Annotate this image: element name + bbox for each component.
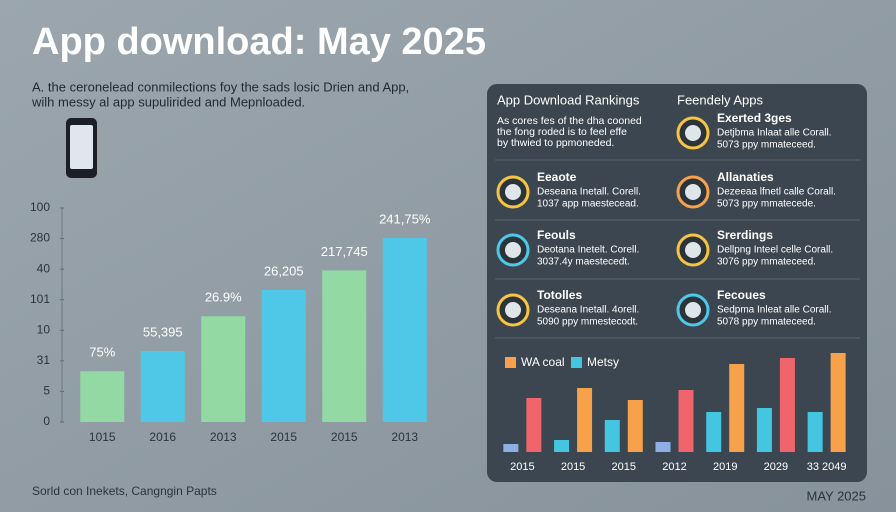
title: App download: May 2025 — [32, 21, 486, 63]
subtitle: wilh messy al app supulirided and Mepnlo… — [31, 94, 305, 109]
y-tick-label: 40 — [37, 261, 51, 275]
app-icon-inner — [685, 242, 701, 258]
intro-text: by thwied to ppmoneded. — [497, 137, 614, 149]
value-label: 55,395 — [143, 325, 183, 340]
y-tick-label: 100 — [30, 200, 50, 214]
x-tick-label: 33 2049 — [807, 461, 847, 473]
legend-label: Metsy — [587, 355, 619, 369]
x-tick-label: 2016 — [149, 430, 176, 444]
x-tick-label: 2013 — [391, 430, 418, 444]
bar — [830, 353, 846, 452]
app-icon-inner — [505, 302, 521, 318]
item-text: 5078 ppy mmateceed. — [717, 317, 816, 328]
value-label: 75% — [89, 345, 115, 360]
legend-swatch — [571, 357, 582, 368]
bar — [706, 412, 722, 452]
app-icon-inner — [685, 184, 701, 200]
item-text: Dellpng Inteel celle Corall. — [717, 245, 833, 256]
x-tick-label: 2029 — [764, 461, 788, 473]
panel-title: App Download Rankings — [497, 92, 640, 107]
x-tick-label: 2015 — [510, 461, 534, 473]
item-name: Srerdings — [717, 228, 773, 242]
y-tick-label: 0 — [43, 414, 50, 428]
intro-text: As cores fes of the dha cooned — [497, 115, 642, 127]
item-text: Detjbma Inlaat alle Corall. — [717, 128, 832, 139]
bar — [627, 400, 643, 452]
x-tick-label: 2013 — [210, 430, 237, 444]
item-text: Deotana Inetelt. Corell. — [537, 245, 639, 256]
item-name: Eeaote — [537, 170, 577, 184]
item-name: Fecoues — [717, 288, 766, 302]
value-label: 241,75% — [379, 211, 431, 226]
bar — [729, 364, 745, 452]
bar — [655, 442, 671, 452]
item-text: Sedpma Inleat alle Corall. — [717, 305, 832, 316]
item-name: Exerted 3ges — [717, 111, 792, 125]
y-tick-label: 101 — [30, 292, 50, 306]
bar — [382, 237, 427, 422]
bar — [503, 444, 519, 452]
bar — [807, 412, 823, 452]
bar — [261, 289, 306, 422]
x-tick-label: 2019 — [713, 461, 737, 473]
x-tick-label: 2012 — [662, 461, 686, 473]
app-icon-inner — [505, 184, 521, 200]
bar — [604, 420, 620, 452]
date-label: MAY 2025 — [806, 488, 866, 503]
source-note: Sorld con Inekets, Cangngin Papts — [32, 484, 217, 498]
value-label: 26,205 — [264, 263, 304, 278]
bar — [756, 408, 772, 452]
bar — [779, 358, 795, 452]
item-text: 5073 ppy mmatecede. — [717, 199, 816, 210]
rankings-panel — [487, 84, 867, 482]
phone-icon — [66, 118, 97, 178]
item-text: 5073 ppy mmateceed. — [717, 140, 816, 151]
bar — [526, 398, 542, 452]
app-icon-inner — [685, 125, 701, 141]
x-tick-label: 2015 — [561, 461, 585, 473]
bar — [322, 270, 367, 422]
x-tick-label: 2015 — [270, 430, 297, 444]
item-text: 1037 app maestecead. — [537, 199, 639, 210]
intro-text: the fong roded is to feel effe — [497, 126, 627, 138]
x-tick-label: 1015 — [89, 430, 116, 444]
value-label: 26.9% — [205, 290, 242, 305]
legend-swatch — [505, 357, 516, 368]
y-tick-label: 10 — [37, 322, 51, 336]
item-text: Deseana Inetall. 4orell. — [537, 305, 639, 316]
legend-label: WA coal — [521, 355, 565, 369]
item-name: Totolles — [537, 288, 582, 302]
bar — [678, 390, 694, 452]
item-text: Dezeeaa lfnetl calle Corall. — [717, 187, 836, 198]
y-tick-label: 280 — [30, 231, 50, 245]
bar — [201, 316, 246, 422]
bar — [577, 388, 593, 452]
subtitle: A. the ceronelead conmilections foy the … — [32, 79, 409, 94]
item-text: 3076 ppy mmateceed. — [717, 257, 816, 268]
app-icon-inner — [685, 302, 701, 318]
bar — [140, 351, 185, 422]
bar — [554, 440, 570, 452]
panel-title: Feendely Apps — [677, 92, 764, 107]
item-name: Allanaties — [717, 170, 774, 184]
item-text: 5090 ppy mmestecodt. — [537, 317, 638, 328]
y-tick-label: 31 — [37, 353, 51, 367]
x-tick-label: 2015 — [331, 430, 358, 444]
y-tick-label: 5 — [43, 384, 50, 398]
bar — [80, 371, 125, 422]
app-icon-inner — [505, 242, 521, 258]
x-tick-label: 2015 — [612, 461, 636, 473]
value-label: 217,745 — [321, 244, 368, 259]
item-text: 3037.4y maestecedt. — [537, 257, 630, 268]
item-name: Feouls — [537, 228, 576, 242]
item-text: Deseana Inetall. Corell. — [537, 187, 641, 198]
